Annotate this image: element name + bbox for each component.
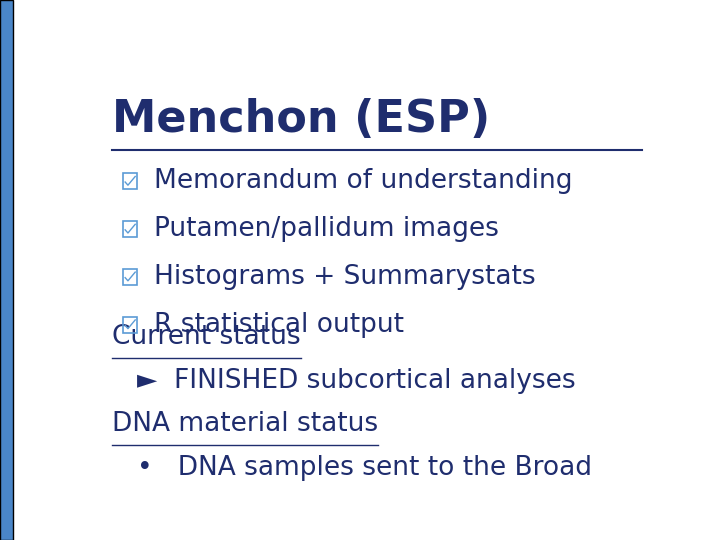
Text: ►  FINISHED subcortical analyses: ► FINISHED subcortical analyses bbox=[138, 368, 576, 394]
Text: Histograms + Summarystats: Histograms + Summarystats bbox=[154, 264, 536, 290]
Text: Putamen/pallidum images: Putamen/pallidum images bbox=[154, 216, 499, 242]
Text: •   DNA samples sent to the Broad: • DNA samples sent to the Broad bbox=[138, 455, 593, 481]
Text: Current status: Current status bbox=[112, 324, 301, 350]
Text: Memorandum of understanding: Memorandum of understanding bbox=[154, 168, 572, 194]
Text: DNA material status: DNA material status bbox=[112, 411, 379, 437]
Text: Menchon (ESP): Menchon (ESP) bbox=[112, 98, 490, 141]
Text: R statistical output: R statistical output bbox=[154, 312, 404, 338]
